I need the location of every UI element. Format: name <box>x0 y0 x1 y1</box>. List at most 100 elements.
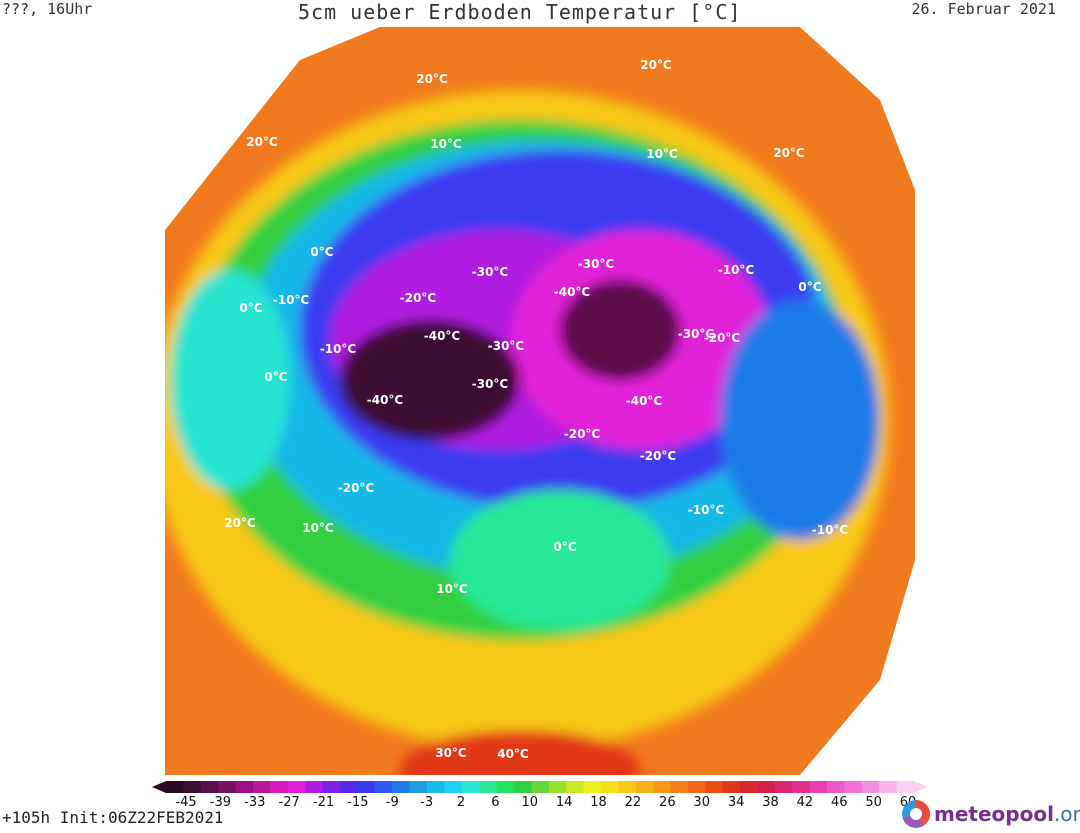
legend-tick-label: -27 <box>278 795 300 810</box>
isoline-label: 0°C <box>553 540 576 554</box>
valid-date-label: 26. Februar 2021 <box>911 0 1057 18</box>
isoline-label: 0°C <box>264 370 287 384</box>
isoline-label: 20°C <box>640 58 672 72</box>
legend-swatch <box>844 781 863 793</box>
legend-swatch <box>722 781 741 793</box>
legend-swatch <box>618 781 637 793</box>
legend-swatch <box>270 781 289 793</box>
isoline-label: -10°C <box>320 342 357 356</box>
legend-tick-label: 30 <box>693 795 710 810</box>
forecast-run-info: +105h Init:06Z22FEB2021 <box>2 808 224 827</box>
isoline-label: -40°C <box>367 393 404 407</box>
legend-swatch <box>774 781 793 793</box>
isoline-label: -30°C <box>678 327 715 341</box>
logo-text-meteo: meteo <box>934 802 1006 826</box>
isoline-label: 0°C <box>310 245 333 259</box>
isoline-label: 0°C <box>798 280 821 294</box>
legend-swatch <box>896 781 915 793</box>
isoline-label: 10°C <box>430 137 462 151</box>
isoline-label: -30°C <box>488 339 525 353</box>
isoline-label: 20°C <box>773 146 805 160</box>
legend-swatch <box>409 781 428 793</box>
legend-tick-label: 26 <box>659 795 676 810</box>
isoline-label: 0°C <box>239 301 262 315</box>
legend-tick-label: -39 <box>209 795 231 810</box>
map-title: 5cm ueber Erdboden Temperatur [°C] <box>298 0 742 24</box>
legend-tick-label: -3 <box>420 795 434 810</box>
legend-swatch <box>513 781 532 793</box>
legend-swatch <box>531 781 550 793</box>
isoline-label: 30°C <box>435 746 467 760</box>
legend-swatch <box>653 781 671 793</box>
legend-swatch <box>757 781 776 793</box>
legend-swatch <box>827 781 845 793</box>
legend-swatch <box>879 781 898 793</box>
map-disk <box>165 27 915 775</box>
isoline-label: -30°C <box>578 257 615 271</box>
isoline-label: -10°C <box>718 263 755 277</box>
isoline-label: -20°C <box>704 331 741 345</box>
isoline-label: -40°C <box>554 285 591 299</box>
legend-swatch <box>183 781 202 793</box>
legend-swatch <box>479 781 498 793</box>
legend-swatch <box>548 781 567 793</box>
isoline-label: -30°C <box>472 265 509 279</box>
legend-swatch <box>339 781 358 793</box>
legend-swatch <box>740 781 758 793</box>
isoline-label: -30°C <box>472 377 509 391</box>
legend-tick-label: 50 <box>865 795 882 810</box>
legend-arrow-high <box>914 781 928 793</box>
meteopool-logo[interactable]: meteopool.org <box>902 800 1080 828</box>
isoline-label: 10°C <box>302 521 334 535</box>
isoline-label: -40°C <box>626 394 663 408</box>
isoline-label: -20°C <box>564 427 601 441</box>
legend-swatch <box>687 781 706 793</box>
isoline-label: -20°C <box>640 449 677 463</box>
isoline-label: -20°C <box>338 481 375 495</box>
meteopool-logo-icon <box>902 800 930 828</box>
isoline-label: -10°C <box>812 523 849 537</box>
legend-tick-label: 2 <box>456 795 466 810</box>
logo-text-domain: .org <box>1053 802 1080 826</box>
legend-swatch <box>600 781 619 793</box>
isoline-label: 20°C <box>416 72 448 86</box>
legend-tick-label: 46 <box>830 795 848 810</box>
legend-tick-label: 10 <box>521 795 539 810</box>
legend-swatch <box>322 781 341 793</box>
isoline-label: -10°C <box>273 293 310 307</box>
legend-arrow-low <box>152 781 166 793</box>
legend-tick-label: -33 <box>244 795 266 810</box>
isoline-label: 20°C <box>224 516 256 530</box>
isoline-label: 20°C <box>246 135 278 149</box>
legend-swatch <box>392 781 411 793</box>
legend-swatch <box>496 781 515 793</box>
legend-tick-label: 34 <box>727 795 745 810</box>
legend-swatch <box>252 781 271 793</box>
legend-swatch <box>461 781 480 793</box>
legend-tick-label: 22 <box>624 795 642 810</box>
isoline-labels: 20°C 20°C 20°C 20°C 20°C 10°C 10°C 10°C 10°C 0°C 0… <box>224 58 848 761</box>
legend-swatch <box>166 781 184 793</box>
legend-swatch <box>305 781 324 793</box>
legend-tick-label: 14 <box>555 795 573 810</box>
isoline-label: 10°C <box>436 582 468 596</box>
legend-swatch <box>374 781 393 793</box>
isoline-label: 10°C <box>646 147 678 161</box>
legend-swatch <box>670 781 689 793</box>
legend-swatch <box>357 781 376 793</box>
legend-swatch <box>583 781 602 793</box>
legend-tick-label: -21 <box>312 795 335 810</box>
isoline-label: -10°C <box>688 503 725 517</box>
isoline-label: -20°C <box>400 291 437 305</box>
legend-tick-label: 38 <box>762 795 779 810</box>
legend-tick-label: 6 <box>491 795 500 810</box>
legend-tick-label: -45 <box>175 795 197 810</box>
legend-swatch <box>426 781 445 793</box>
legend-tick-label: -15 <box>347 795 369 810</box>
legend-swatch <box>287 781 306 793</box>
legend-swatch <box>444 781 463 793</box>
logo-text-pool: pool <box>1005 802 1054 826</box>
legend-swatch <box>809 781 828 793</box>
legend-swatch <box>635 781 654 793</box>
